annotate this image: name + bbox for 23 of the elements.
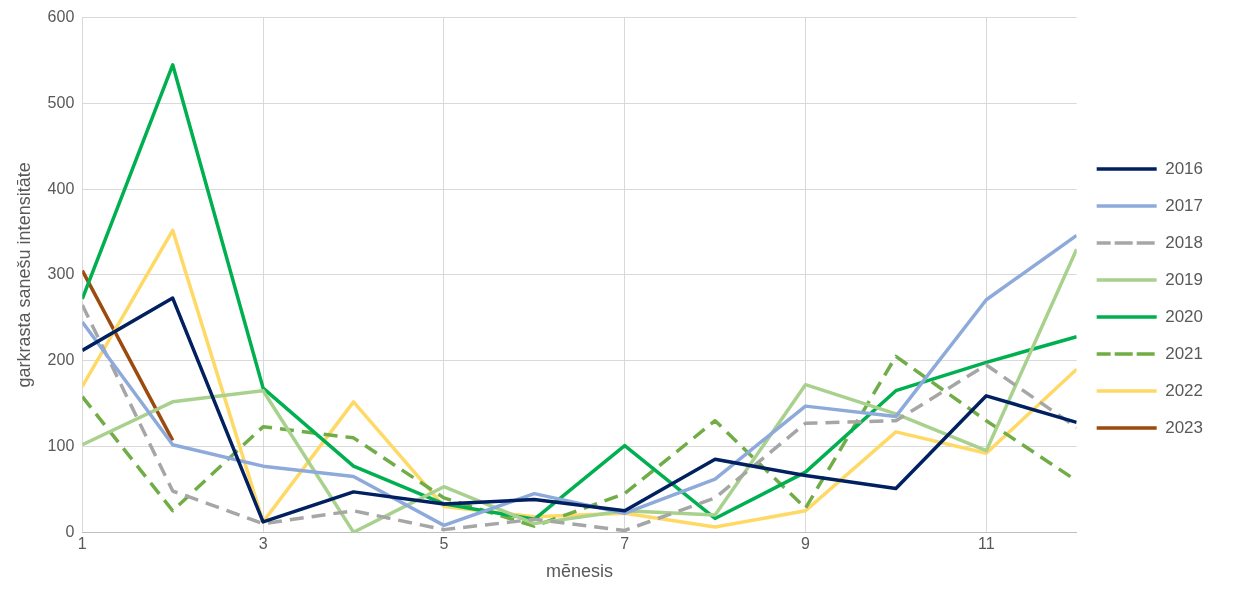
y-tick-label: 200 [47,351,75,369]
x-tick-label: 1 [77,535,87,553]
y-tick-label: 500 [47,93,75,111]
legend-label: 2016 [1165,158,1204,178]
y-tick-label: 300 [47,265,75,283]
legend-label: 2017 [1165,195,1204,215]
legend-label: 2021 [1165,343,1204,363]
y-axis-title: garkrasta sanešu intensitāte [13,162,34,388]
x-axis-title: mēnesis [545,561,613,582]
x-tick-label: 5 [439,535,449,553]
x-tick-label: 9 [801,535,811,553]
y-tick-label: 100 [47,436,75,454]
legend-label: 2020 [1165,306,1204,326]
legend-label: 2018 [1165,232,1204,252]
y-tick-label: 0 [65,522,75,540]
x-tick-label: 3 [258,535,268,553]
legend-label: 2019 [1165,269,1204,289]
legend-label: 2023 [1165,417,1204,437]
y-tick-label: 400 [47,179,75,197]
y-tick-label: 600 [47,8,75,26]
legend-label: 2022 [1165,380,1204,400]
x-tick-label: 11 [977,535,995,553]
x-tick-label: 7 [620,535,630,553]
